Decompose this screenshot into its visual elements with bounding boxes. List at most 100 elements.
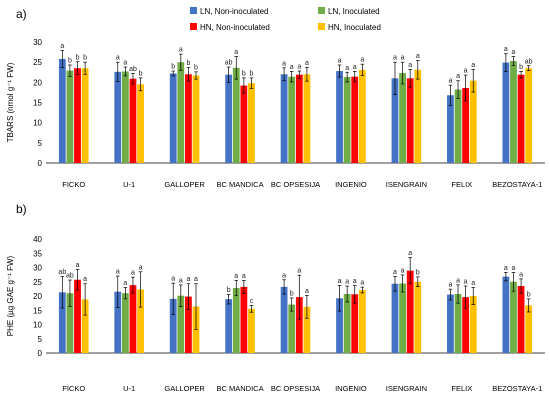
panel-a-category-label-ficko: FICKO (62, 180, 85, 189)
panel-b-significance-letter: b (416, 269, 420, 276)
panel-a-significance-letter: b (519, 64, 523, 71)
panel-b-label: b) (16, 202, 27, 216)
panel-b-significance-letter: a (504, 265, 508, 272)
panel-a-bar-hn-non-inoculated-isengrain (406, 78, 414, 163)
legend-swatch-ln-inoculated (318, 7, 325, 14)
panel-a-significance-letter: a (393, 55, 397, 62)
panel-a-bar-ln-non-inoculated-isengrain (391, 78, 399, 163)
legend-swatch-ln-non-inoculated (190, 7, 197, 14)
panel-b-y-tick-label: 40 (33, 235, 42, 244)
panel-a-bar-hn-inoculated-ingenio (358, 69, 366, 163)
panel-a-significance-letter: a (464, 68, 468, 75)
panel-b-significance-letter: a (194, 276, 198, 283)
panel-a-y-tick-label: 0 (38, 159, 43, 168)
panel-a-bar-ln-inoculated-u-1 (121, 71, 129, 163)
panel-a-significance-letter: b (250, 70, 254, 77)
panel-b-bar-hn-inoculated-felix (469, 296, 477, 353)
panel-a-y-tick-label: 15 (33, 99, 42, 108)
panel-a-bar-hn-non-inoculated-galloper (185, 74, 192, 163)
panel-a-y-tick-label: 10 (33, 119, 42, 128)
panel-a-significance-letter: a (456, 73, 460, 80)
panel-a-bar-hn-inoculated-bezostaya-1 (525, 68, 533, 163)
legend-swatch-hn-non-inoculated (190, 23, 197, 30)
panel-a-category-label-bezostaya-1: BEZOSTAYA-1 (492, 180, 542, 189)
panel-b-category-label-ingenio: INGENIO (335, 384, 367, 393)
panel-b-category-label-galloper: GALLOPER (164, 384, 205, 393)
panel-a-significance-letter: ab (525, 58, 533, 65)
panel-a-significance-letter: b (76, 54, 80, 61)
panel-b-bar-ln-non-inoculated-bc-opsesija (280, 286, 288, 353)
panel-a-significance-letter: b (83, 55, 87, 62)
panel-a-significance-letter: a (408, 62, 412, 69)
panel-a-significance-letter: a (353, 64, 357, 71)
panel-a-bar-ln-non-inoculated-ficko (58, 58, 66, 163)
panel-b-bar-hn-non-inoculated-felix (462, 297, 470, 353)
panel-b-significance-letter: a (512, 265, 516, 272)
panel-b-bar-ln-non-inoculated-bezostaya-1 (502, 276, 510, 353)
panel-b-y-tick-label: 5 (38, 335, 43, 344)
panel-a-category-label-bc-mandica: BC MANDICA (217, 180, 264, 189)
panel-a-bar-ln-inoculated-galloper (177, 62, 185, 163)
panel-b-significance-letter: a (131, 270, 135, 277)
panel-a-significance-letter: ab (225, 60, 233, 67)
panel-b-bar-ln-inoculated-ingenio (343, 294, 351, 353)
panel-b-significance-letter: c (250, 298, 254, 305)
panel-a-bar-ln-inoculated-ficko (66, 70, 74, 163)
panel-a-bar-ln-inoculated-felix (454, 89, 462, 163)
panel-b-significance-letter: a (171, 276, 175, 283)
panel-b-significance-letter: a (360, 280, 364, 287)
panel-b-significance-letter: ab (58, 269, 66, 276)
panel-a-bar-ln-inoculated-ingenio (343, 77, 351, 163)
panel-a-bar-hn-inoculated-isengrain (414, 69, 422, 163)
panel-b-significance-letter: a (76, 262, 80, 269)
panel-b-y-tick-label: 20 (33, 292, 42, 301)
panel-a-bar-hn-non-inoculated-bc-opsesija (295, 74, 303, 163)
panel-b-bar-ln-inoculated-u-1 (121, 293, 129, 353)
panel-a-bar-ln-non-inoculated-u-1 (114, 71, 122, 163)
panel-a-bar-ln-non-inoculated-galloper (169, 73, 177, 163)
panel-b-bar-ln-inoculated-bc-mandica (232, 288, 240, 353)
panel-a-significance-letter: b (139, 70, 143, 77)
panel-a-bar-ln-non-inoculated-felix (447, 95, 454, 163)
panel-a-category-label-galloper: GALLOPER (164, 180, 205, 189)
panel-a-significance-letter: b (186, 60, 190, 67)
panel-b-significance-letter: a (456, 277, 460, 284)
panel-b-bar-hn-inoculated-ficko (81, 299, 89, 353)
panel-b-significance-letter: a (519, 271, 523, 278)
panel-a-y-tick-label: 25 (33, 58, 42, 67)
panel-a-bar-hn-non-inoculated-felix (462, 87, 470, 163)
panel-a-bar-hn-inoculated-bc-mandica (248, 83, 255, 163)
panel-a-bar-ln-non-inoculated-bc-opsesija (280, 74, 288, 163)
panel-b-significance-letter: a (408, 250, 412, 257)
panel-b-category-label-u-1: U-1 (123, 384, 135, 393)
legend-label-ln-inoculated: LN, Inoculated (328, 7, 380, 16)
panel-b-bar-hn-inoculated-bc-opsesija (303, 306, 311, 353)
legend-swatch-hn-inoculated (318, 23, 325, 30)
panel-b-significance-letter: a (338, 278, 342, 285)
panel-a-significance-letter: a (345, 65, 349, 72)
panel-a-significance-letter: a (401, 55, 405, 62)
panel-a-significance-letter: a (305, 60, 309, 67)
panel-b-significance-letter: ab (66, 273, 74, 280)
panel-a-significance-letter: a (282, 60, 286, 67)
panel-b-significance-letter: a (179, 277, 183, 284)
panel-b-significance-letter: a (282, 272, 286, 279)
panel-b-bar-ln-inoculated-bc-opsesija (288, 304, 296, 353)
panel-b-bar-ln-non-inoculated-ficko (58, 292, 66, 353)
panel-b-chart: b) PHE (µg GAE g⁻¹ FW) 0 5 10 15 20 25 30 35 40 FIC… (6, 202, 545, 393)
panel-a-bar-ln-non-inoculated-bc-mandica (225, 74, 233, 163)
panel-a-category-label-isengrain: ISENGRAIN (386, 180, 427, 189)
panel-a-bar-ln-inoculated-isengrain (399, 73, 406, 163)
panel-a-bar-hn-non-inoculated-bc-mandica (240, 85, 248, 163)
panel-b-category-label-bc-opsesija: BC OPSESIJA (271, 384, 320, 393)
panel-a-significance-letter: a (416, 53, 420, 60)
panel-b-y-axis-label: PHE (µg GAE g⁻¹ FW) (6, 255, 15, 336)
panel-b-significance-letter: a (471, 280, 475, 287)
panel-b-category-label-bezostaya-1: BEZOSTAYA-1 (492, 384, 542, 393)
panel-a-significance-letter: b (68, 57, 72, 64)
panel-b-significance-letter: a (353, 278, 357, 285)
panel-a-significance-letter: a (471, 62, 475, 69)
panel-a-bar-ln-non-inoculated-bezostaya-1 (502, 62, 510, 163)
panel-a-chart: a) TBARS (nmol g⁻¹ FW) 0 5 10 15 20 25 30 FICKO U-… (6, 7, 545, 189)
